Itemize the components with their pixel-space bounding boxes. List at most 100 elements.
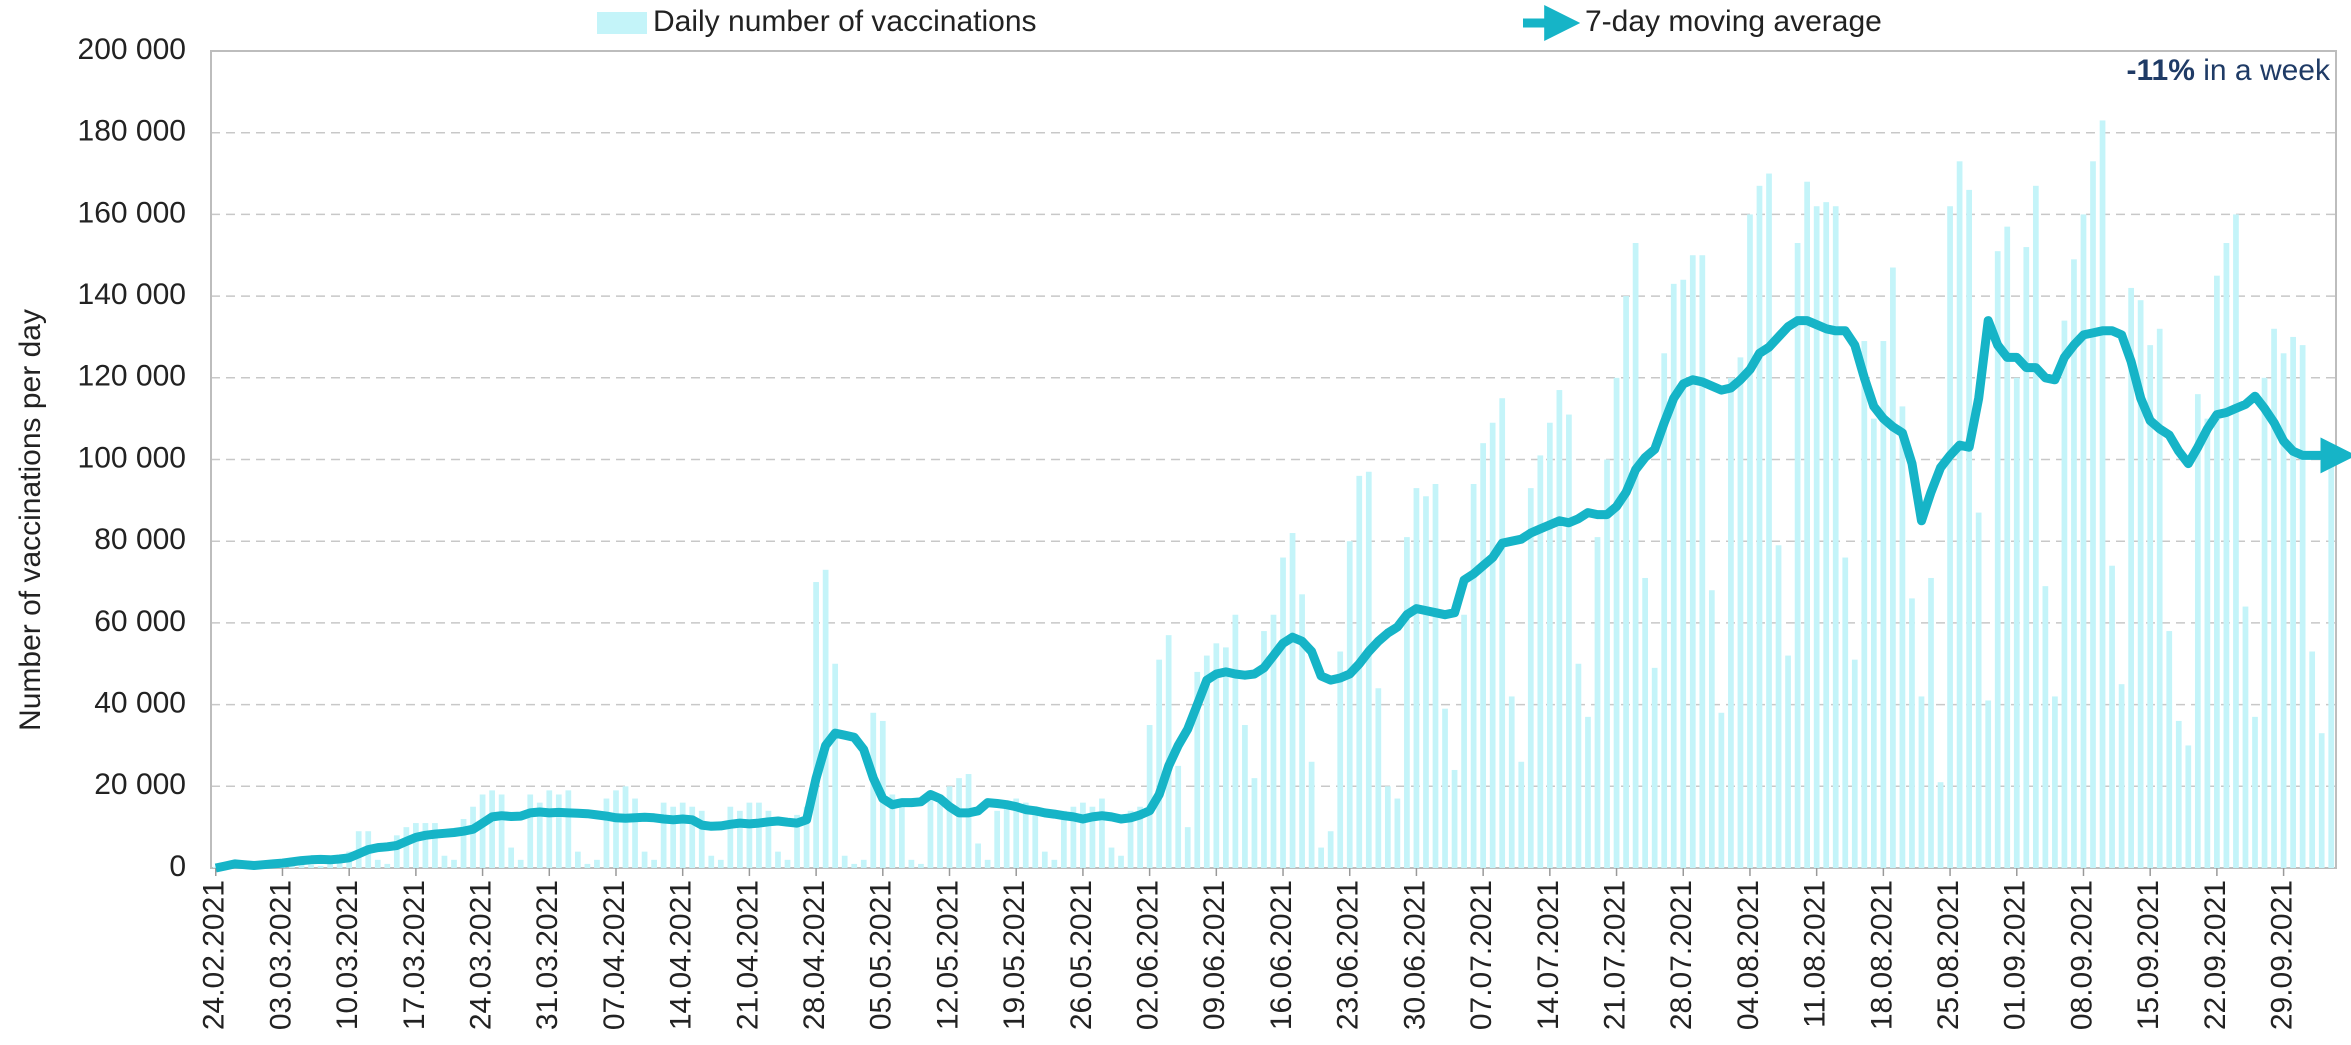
bar bbox=[641, 851, 648, 868]
bar bbox=[1642, 577, 1648, 868]
bar bbox=[1451, 769, 1458, 868]
x-tick-label: 01.09.2021 bbox=[1999, 880, 2032, 1030]
bar bbox=[1623, 296, 1629, 869]
bar bbox=[1756, 185, 1763, 868]
bar bbox=[1270, 614, 1277, 868]
bar bbox=[1918, 696, 1925, 868]
bar bbox=[613, 790, 619, 868]
bar bbox=[1851, 659, 1858, 868]
bar bbox=[2242, 606, 2249, 868]
bar bbox=[594, 859, 600, 868]
bar bbox=[2090, 161, 2096, 869]
bar bbox=[1994, 251, 2001, 869]
bar bbox=[1947, 206, 1953, 869]
bar bbox=[708, 855, 715, 868]
bar bbox=[1327, 831, 1334, 868]
bar bbox=[2013, 377, 2020, 868]
y-axis-title: Number of vaccinations per day bbox=[14, 309, 47, 731]
bar bbox=[1432, 484, 1439, 868]
bar bbox=[1594, 537, 1601, 868]
bar bbox=[1318, 847, 1325, 868]
bar bbox=[679, 802, 686, 868]
bar bbox=[403, 827, 410, 868]
bar bbox=[2223, 242, 2230, 868]
bar bbox=[1537, 455, 1544, 868]
x-tick-label: 28.07.2021 bbox=[1665, 880, 1698, 1030]
bar bbox=[470, 806, 476, 868]
bar bbox=[479, 794, 486, 868]
bar bbox=[2023, 247, 2030, 868]
x-tick-label: 29.09.2021 bbox=[2266, 880, 2299, 1030]
bar bbox=[660, 802, 667, 868]
bar bbox=[1413, 488, 1420, 868]
bar bbox=[1670, 283, 1677, 869]
y-tick-label: 20 000 bbox=[94, 768, 186, 801]
bar bbox=[860, 859, 867, 868]
bar bbox=[889, 794, 896, 868]
bar bbox=[1747, 214, 1753, 868]
bar bbox=[1527, 488, 1534, 868]
x-tick-label: 31.03.2021 bbox=[531, 880, 564, 1030]
bar bbox=[899, 798, 905, 868]
bar bbox=[756, 802, 762, 868]
bar bbox=[1899, 406, 1906, 868]
x-tick-label: 24.02.2021 bbox=[198, 880, 231, 1030]
bar bbox=[317, 865, 324, 868]
x-tick-label: 22.09.2021 bbox=[2199, 880, 2232, 1030]
x-tick-label: 16.06.2021 bbox=[1265, 880, 1298, 1030]
bar bbox=[441, 855, 448, 868]
x-tick-label: 24.03.2021 bbox=[465, 880, 498, 1030]
bar bbox=[1022, 802, 1029, 868]
bar bbox=[651, 859, 657, 868]
bar bbox=[794, 814, 800, 868]
bar bbox=[1356, 475, 1363, 868]
bar bbox=[1222, 647, 1229, 868]
x-tick-label: 11.08.2021 bbox=[1799, 880, 1832, 1028]
bar bbox=[765, 810, 772, 868]
bar bbox=[1337, 651, 1344, 868]
bar bbox=[1070, 806, 1077, 868]
bar bbox=[1585, 716, 1591, 868]
bar bbox=[1242, 725, 1248, 868]
bar bbox=[1604, 459, 1610, 868]
bar bbox=[1184, 827, 1191, 868]
bar bbox=[775, 851, 781, 868]
bar bbox=[946, 786, 953, 868]
bar bbox=[1375, 688, 1382, 868]
bar bbox=[1137, 806, 1143, 868]
bar bbox=[1661, 353, 1668, 868]
x-tick-label: 07.07.2021 bbox=[1465, 880, 1498, 1030]
bar bbox=[1175, 765, 1182, 868]
annotation-text: in a week bbox=[2203, 54, 2331, 87]
bar bbox=[555, 794, 562, 868]
bar bbox=[1346, 541, 1353, 868]
x-tick-label: 30.06.2021 bbox=[1398, 880, 1431, 1030]
bar bbox=[1461, 614, 1467, 868]
bar bbox=[1937, 782, 1944, 868]
bar bbox=[393, 835, 400, 868]
bar bbox=[813, 582, 819, 868]
bar bbox=[1003, 806, 1010, 868]
bar bbox=[1289, 533, 1296, 868]
x-tick-label: 26.05.2021 bbox=[1065, 880, 1098, 1030]
x-tick-label: 17.03.2021 bbox=[398, 880, 431, 1030]
bar bbox=[1689, 255, 1696, 868]
bar bbox=[1613, 377, 1620, 868]
bar bbox=[1518, 761, 1525, 868]
bar bbox=[622, 786, 629, 868]
bar bbox=[937, 802, 943, 868]
annotation: -11% in a week bbox=[2127, 54, 2331, 87]
legend-label: Daily number of vaccinations bbox=[653, 5, 1037, 38]
bar bbox=[2261, 377, 2268, 868]
bar bbox=[1061, 810, 1067, 868]
x-tick-label: 07.04.2021 bbox=[598, 880, 631, 1030]
bar bbox=[546, 790, 553, 868]
bar bbox=[1794, 242, 1801, 868]
y-tick-label: 160 000 bbox=[78, 196, 186, 229]
y-tick-label: 100 000 bbox=[78, 441, 186, 474]
bar bbox=[975, 843, 981, 868]
bar bbox=[432, 823, 438, 868]
bar bbox=[1680, 279, 1687, 868]
bar bbox=[908, 859, 915, 868]
x-tick-label: 19.05.2021 bbox=[998, 880, 1031, 1030]
